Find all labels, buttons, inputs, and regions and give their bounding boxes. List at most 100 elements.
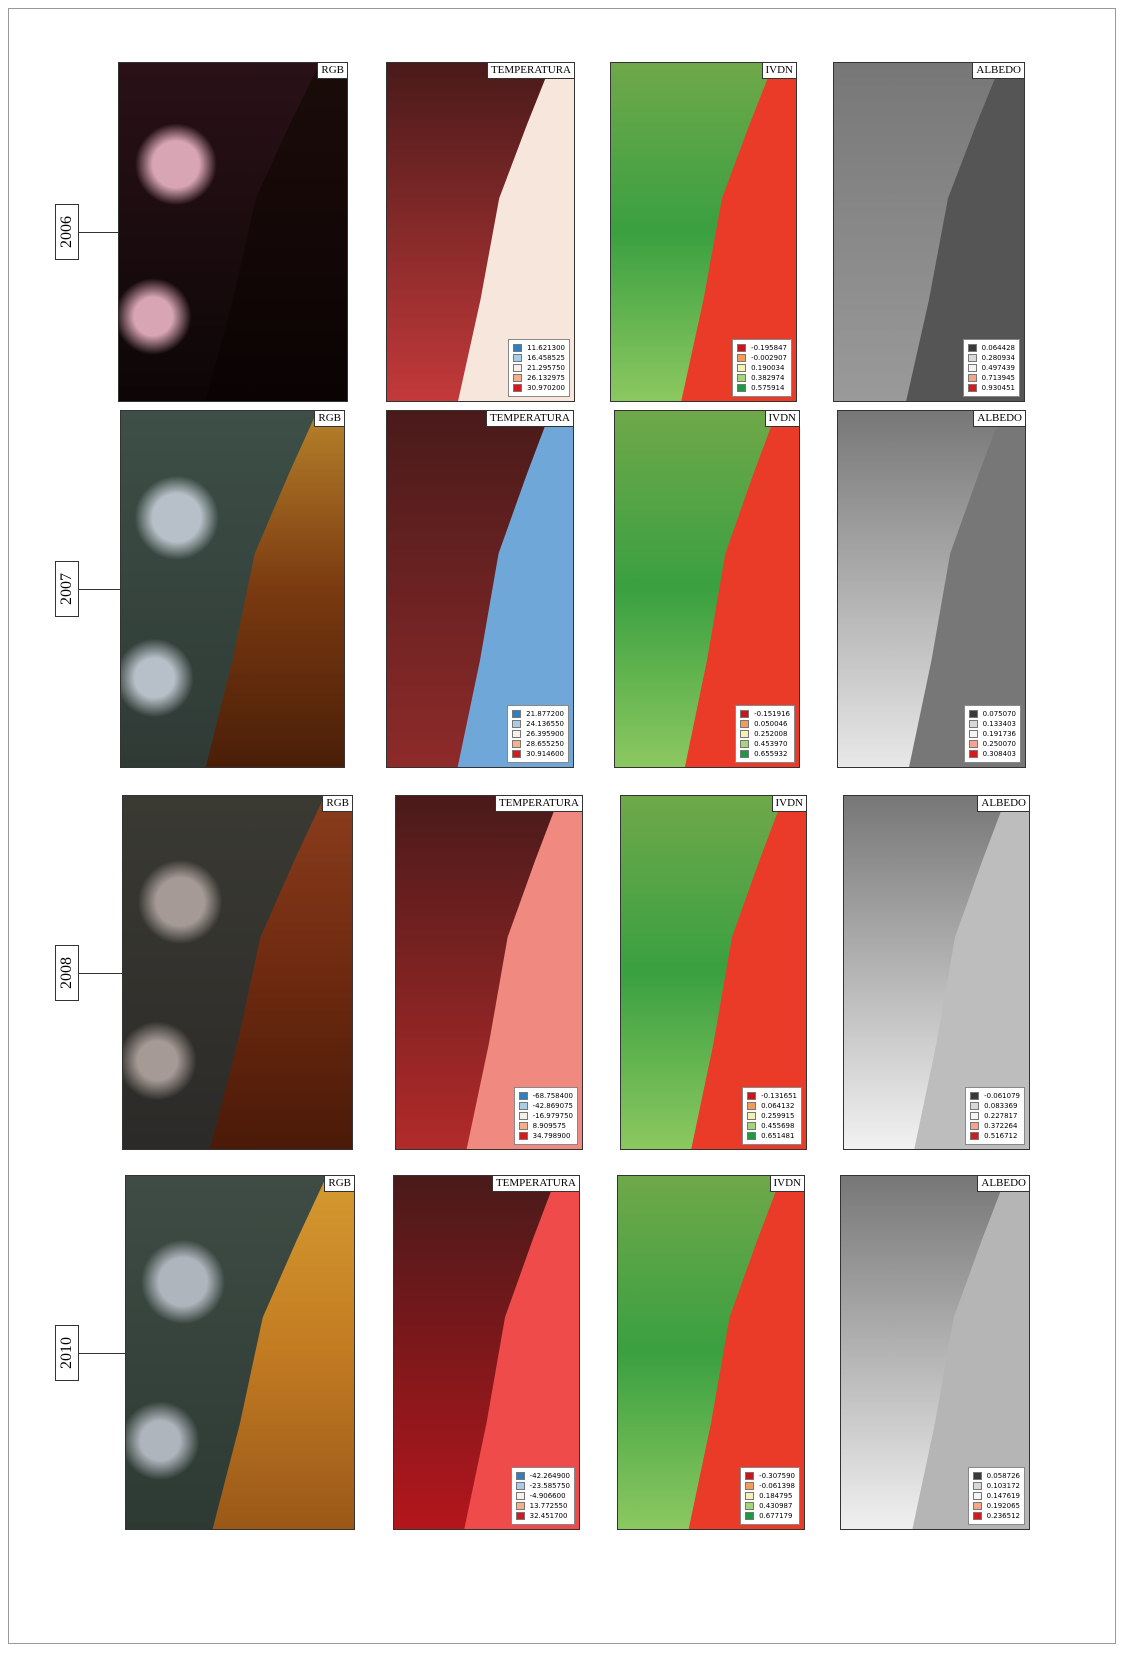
panel-title: IVDN [765,410,801,427]
legend-entry: 0.516712 [970,1131,1020,1141]
legend-entry: 0.252008 [740,729,790,739]
figure: 2006RGBTEMPERATURA11.62130016.45852521.2… [0,0,1126,1653]
legend-entry: -42.264900 [516,1471,570,1481]
connector [79,589,120,590]
panel-title: RGB [317,62,348,79]
legend-entry: -0.061079 [970,1091,1020,1101]
legend-entry: 0.147619 [973,1491,1020,1501]
legend-swatch [740,720,749,728]
legend-swatch [513,344,522,352]
legend-entry: 0.280934 [968,353,1015,363]
legend-label: 0.227817 [984,1112,1017,1120]
legend-entry: 0.227817 [970,1111,1020,1121]
legend-swatch [968,354,977,362]
legend-swatch [745,1502,754,1510]
panel-title: TEMPERATURA [492,1175,580,1192]
legend-label: -16.979750 [533,1112,573,1120]
legend-swatch [513,354,522,362]
legend-label: 0.455698 [761,1122,794,1130]
legend-swatch [968,374,977,382]
legend: 21.87720024.13655026.39590028.65525030.9… [507,705,569,763]
legend-swatch [513,374,522,382]
legend-entry: 32.451700 [516,1511,570,1521]
legend-entry: 0.133403 [969,719,1016,729]
legend-entry: 30.970200 [513,383,565,393]
legend-entry: 0.382974 [737,373,787,383]
legend-swatch [516,1482,525,1490]
legend-swatch [973,1512,982,1520]
legend: -68.758400-42.869075-16.9797508.90957534… [514,1087,578,1145]
legend-label: 0.713945 [982,374,1015,382]
legend-swatch [740,740,749,748]
legend-swatch [747,1132,756,1140]
legend-entry: 0.655932 [740,749,790,759]
legend-swatch [519,1102,528,1110]
legend-swatch [512,730,521,738]
legend-entry: 0.930451 [968,383,1015,393]
legend: -0.1316510.0641320.2599150.4556980.65148… [742,1087,802,1145]
legend-label: -0.061398 [759,1482,795,1490]
legend-label: -23.585750 [530,1482,570,1490]
ocean [121,411,344,767]
legend-swatch [970,1112,979,1120]
legend-label: -0.131651 [761,1092,797,1100]
legend-label: -0.307590 [759,1472,795,1480]
legend-entry: 24.136550 [512,719,564,729]
legend-entry: 0.236512 [973,1511,1020,1521]
legend-swatch [737,374,746,382]
legend-swatch [973,1502,982,1510]
legend-swatch [968,344,977,352]
legend-swatch [747,1102,756,1110]
legend-label: 0.252008 [754,730,787,738]
legend-entry: 0.058726 [973,1471,1020,1481]
legend-label: -0.002907 [751,354,787,362]
legend-entry: 11.621300 [513,343,565,353]
panel-title: TEMPERATURA [487,62,575,79]
legend-swatch [969,740,978,748]
legend-label: 0.259915 [761,1112,794,1120]
legend-swatch [747,1092,756,1100]
panel-title: TEMPERATURA [495,795,583,812]
legend-swatch [970,1122,979,1130]
legend-entry: 13.772550 [516,1501,570,1511]
legend-swatch [745,1482,754,1490]
legend-swatch [737,364,746,372]
legend-entry: 30.914600 [512,749,564,759]
year-label-box: 2010 [55,1325,79,1381]
legend-label: 30.970200 [527,384,565,392]
legend-label: 0.655932 [754,750,787,758]
legend-swatch [740,750,749,758]
panel-title: TEMPERATURA [486,410,574,427]
map-panel: RGB [118,62,348,402]
legend-label: 0.236512 [987,1512,1020,1520]
legend-label: -0.061079 [984,1092,1020,1100]
legend-label: -4.906600 [530,1492,566,1500]
legend-entry: -0.307590 [745,1471,795,1481]
map-panel: ALBEDO0.0750700.1334030.1917360.2500700.… [837,410,1026,768]
legend-label: 0.930451 [982,384,1015,392]
legend-entry: 0.575914 [737,383,787,393]
legend-label: -42.869075 [533,1102,573,1110]
legend-swatch [512,740,521,748]
legend-label: 26.132975 [527,374,565,382]
legend-entry: 0.103172 [973,1481,1020,1491]
panel-title: IVDN [770,1175,806,1192]
legend-label: 34.798900 [533,1132,571,1140]
legend-label: 0.133403 [983,720,1016,728]
map-panel: RGB [125,1175,355,1530]
legend-entry: 26.132975 [513,373,565,383]
map-panel: TEMPERATURA-68.758400-42.869075-16.97975… [395,795,583,1150]
legend-swatch [519,1132,528,1140]
legend-swatch [747,1122,756,1130]
legend-label: 0.103172 [987,1482,1020,1490]
legend-label: 0.184795 [759,1492,792,1500]
legend-label: 30.914600 [526,750,564,758]
legend-entry: 0.677179 [745,1511,795,1521]
